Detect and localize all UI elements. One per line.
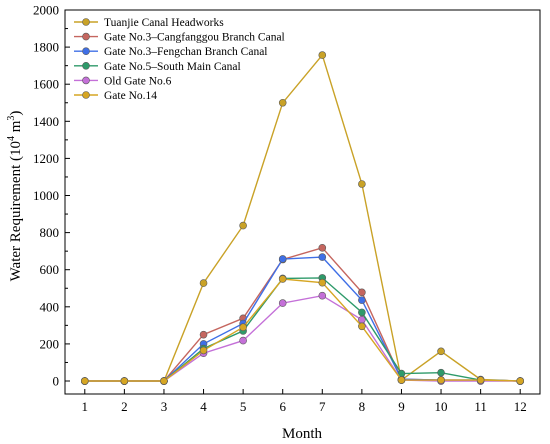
- data-point: [318, 244, 327, 252]
- x-tick-label: 3: [161, 399, 168, 414]
- data-point: [358, 315, 366, 324]
- series-layer: [80, 51, 525, 385]
- legend-label: Gate No.5–South Main Canal: [104, 61, 241, 73]
- legend-swatch-marker: [82, 18, 90, 26]
- y-tick-label: 2000: [33, 3, 59, 18]
- x-tick-label: 1: [82, 399, 89, 414]
- legend-item: Gate No.5–South Main Canal: [74, 61, 241, 73]
- data-point: [278, 275, 287, 283]
- legend-item: Gate No.3–Fengchan Branch Canal: [74, 46, 268, 58]
- data-point: [318, 253, 327, 261]
- x-axis: 1 2 3 4 5 6 7 8 9 10 11 12: [82, 389, 527, 414]
- data-point: [358, 322, 366, 331]
- data-point: [358, 308, 366, 317]
- legend-swatch-marker: [82, 91, 90, 99]
- series-6: [80, 275, 525, 385]
- y-axis: 0 200 400 600 800 1000 1200 1400 1600 1800 2000: [33, 3, 70, 389]
- data-point: [318, 291, 327, 300]
- y-tick-label: 200: [40, 336, 60, 351]
- data-point: [476, 376, 485, 384]
- data-point: [239, 221, 247, 230]
- series-line: [84, 256, 521, 382]
- data-point: [358, 180, 366, 188]
- x-tick-label: 8: [359, 399, 366, 414]
- series-line: [84, 278, 521, 382]
- data-point: [516, 377, 525, 385]
- x-tick-label: 7: [319, 399, 326, 414]
- data-point: [358, 288, 366, 297]
- series-line: [84, 53, 521, 382]
- x-tick-label: 12: [514, 399, 527, 414]
- legend-label: Old Gate No.6: [104, 75, 172, 87]
- y-axis-title-sup: 4: [6, 136, 17, 141]
- data-point: [278, 98, 287, 107]
- legend-item: Gate No.3–Cangfanggou Branch Canal: [74, 32, 285, 44]
- legend-label: Gate No.3–Fengchan Branch Canal: [104, 46, 268, 58]
- series-5: [80, 291, 525, 385]
- x-tick-label: 6: [279, 399, 286, 414]
- data-point: [199, 346, 208, 355]
- y-axis-title-sup2: 3: [6, 116, 17, 121]
- data-point: [120, 377, 129, 385]
- data-point: [397, 376, 406, 384]
- data-point: [278, 255, 287, 263]
- data-point: [199, 330, 208, 339]
- y-tick-label: 1000: [33, 188, 59, 203]
- data-point: [160, 377, 168, 385]
- legend-item: Gate No.14: [74, 90, 157, 102]
- legend-swatch-marker: [82, 32, 90, 41]
- legend-swatch-marker: [82, 47, 90, 56]
- data-point: [199, 279, 208, 287]
- data-point: [80, 377, 89, 385]
- legend-item: Old Gate No.6: [74, 75, 172, 87]
- x-tick-label: 5: [240, 399, 247, 414]
- x-tick-label: 2: [121, 399, 128, 414]
- legend-label: Tuanjie Canal Headworks: [104, 17, 224, 29]
- series-3: [80, 253, 525, 385]
- y-tick-label: 1400: [33, 114, 59, 129]
- legend: Tuanjie Canal Headworks Gate No.3–Cangfan…: [74, 17, 285, 102]
- y-axis-title-unit: m: [8, 120, 24, 136]
- y-tick-label: 400: [40, 299, 60, 314]
- data-point: [437, 347, 445, 356]
- data-point: [318, 278, 327, 287]
- y-tick-label: 0: [53, 374, 60, 389]
- y-axis-title-main: Water Requirement (10: [8, 141, 24, 281]
- y-axis-title: Water Requirement (104 m3): [6, 111, 24, 282]
- x-tick-label: 11: [474, 399, 487, 414]
- data-point: [437, 368, 445, 377]
- data-point: [318, 51, 327, 59]
- x-axis-title: Month: [282, 426, 323, 442]
- plot-area: [64, 9, 541, 395]
- plot-frame: [64, 9, 541, 395]
- data-point: [278, 299, 287, 307]
- y-tick-label: 1200: [33, 151, 59, 166]
- data-point: [239, 336, 247, 345]
- series-line: [84, 294, 521, 382]
- x-tick-label: 4: [200, 399, 207, 414]
- data-point: [437, 376, 445, 384]
- data-point: [358, 296, 366, 304]
- y-tick-label: 1600: [33, 77, 59, 92]
- y-tick-label: 600: [40, 262, 60, 277]
- series-4: [80, 274, 525, 385]
- y-axis-title-close: ): [8, 111, 24, 116]
- y-tick-label: 800: [40, 225, 60, 240]
- legend-swatch-marker: [82, 76, 90, 85]
- x-tick-label: 9: [398, 399, 405, 414]
- x-tick-label: 10: [435, 399, 448, 414]
- y-tick-label: 1800: [33, 40, 59, 55]
- legend-label: Gate No.14: [104, 90, 157, 102]
- series-line: [84, 277, 521, 382]
- data-point: [239, 323, 247, 332]
- legend-label: Gate No.3–Cangfanggou Branch Canal: [104, 32, 285, 44]
- legend-item: Tuanjie Canal Headworks: [74, 17, 224, 29]
- legend-swatch-marker: [82, 62, 90, 70]
